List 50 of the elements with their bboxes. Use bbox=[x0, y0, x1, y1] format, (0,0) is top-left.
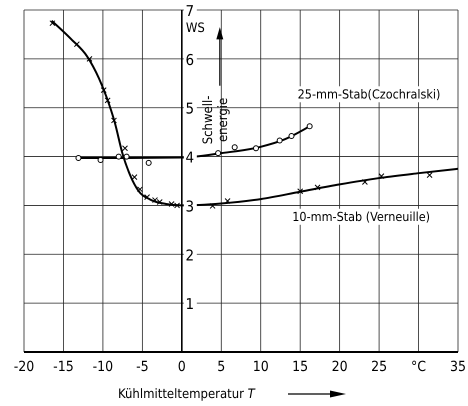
y-tick-label: 6 bbox=[186, 50, 194, 69]
point bbox=[122, 145, 128, 152]
point bbox=[362, 178, 368, 185]
x-tick-label: 15 bbox=[292, 359, 308, 375]
point bbox=[306, 123, 313, 130]
point bbox=[110, 117, 117, 124]
x-tick-label: 25 bbox=[371, 359, 388, 375]
point bbox=[276, 137, 283, 144]
point bbox=[297, 188, 304, 194]
x-tick-label: -20 bbox=[14, 359, 34, 375]
point bbox=[378, 173, 384, 180]
y-tick-label: 1 bbox=[186, 295, 194, 314]
x-tick-label: °C bbox=[411, 359, 426, 375]
point bbox=[210, 202, 216, 209]
x-tick-label: 20 bbox=[332, 359, 348, 375]
point bbox=[288, 133, 294, 140]
point bbox=[144, 194, 150, 200]
point bbox=[116, 154, 122, 160]
text: 25-mm-Stab(Czochralski) bbox=[298, 86, 440, 102]
point bbox=[314, 184, 321, 190]
point bbox=[100, 87, 107, 94]
annotation: WS bbox=[186, 20, 205, 36]
point bbox=[252, 145, 259, 152]
point bbox=[146, 160, 152, 166]
series-label: 10-mm-Stab (Verneuille) bbox=[292, 208, 430, 224]
x-axis-title: Kühlmitteltemperatur T bbox=[118, 387, 256, 402]
point bbox=[104, 97, 111, 104]
point bbox=[124, 154, 130, 160]
x-tick-label: 5 bbox=[217, 359, 226, 375]
y-tick-label: 4 bbox=[186, 148, 194, 167]
point bbox=[86, 56, 92, 62]
x-tick-label: 35 bbox=[450, 359, 466, 375]
x-tick-label: -15 bbox=[53, 359, 74, 375]
y-tick-label: 2 bbox=[186, 246, 194, 264]
point bbox=[131, 174, 138, 180]
point bbox=[75, 155, 82, 162]
point bbox=[426, 172, 433, 178]
y-tick-label: 7 bbox=[186, 2, 194, 20]
x-tick-label: -5 bbox=[136, 359, 149, 375]
point bbox=[215, 150, 222, 156]
x-tick-label: 0 bbox=[178, 359, 186, 375]
x-tick-label: -10 bbox=[92, 359, 114, 375]
point bbox=[136, 186, 143, 192]
point bbox=[74, 41, 80, 48]
y-axis-title: Schwell- energie bbox=[200, 96, 231, 144]
point bbox=[232, 144, 238, 150]
point bbox=[224, 198, 231, 204]
y-tick-label: 5 bbox=[186, 100, 194, 118]
x-tick-label: 10 bbox=[252, 359, 269, 375]
y-tick-label: 3 bbox=[186, 197, 194, 216]
